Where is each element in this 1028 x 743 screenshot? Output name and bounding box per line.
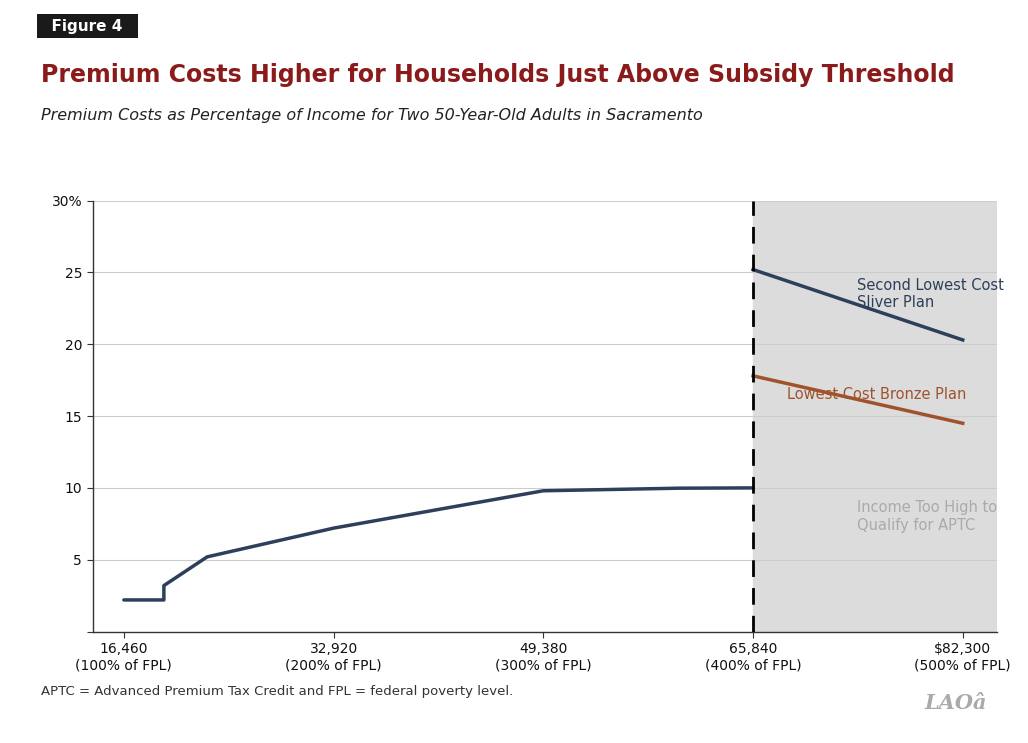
Bar: [754, 201, 997, 632]
Text: Income Too High to
Qualify for APTC: Income Too High to Qualify for APTC: [857, 501, 997, 533]
Text: Lowest Cost Bronze Plan: Lowest Cost Bronze Plan: [786, 387, 966, 402]
Text: Premium Costs as Percentage of Income for Two 50-Year-Old Adults in Sacramento: Premium Costs as Percentage of Income fo…: [41, 108, 703, 123]
Text: LAOâ: LAOâ: [924, 693, 987, 713]
Text: APTC = Advanced Premium Tax Credit and FPL = federal poverty level.: APTC = Advanced Premium Tax Credit and F…: [41, 686, 513, 698]
Text: Second Lowest Cost
Sliver Plan: Second Lowest Cost Sliver Plan: [857, 278, 1004, 310]
Text: Figure 4: Figure 4: [41, 19, 133, 33]
Text: Premium Costs Higher for Households Just Above Subsidy Threshold: Premium Costs Higher for Households Just…: [41, 63, 955, 87]
